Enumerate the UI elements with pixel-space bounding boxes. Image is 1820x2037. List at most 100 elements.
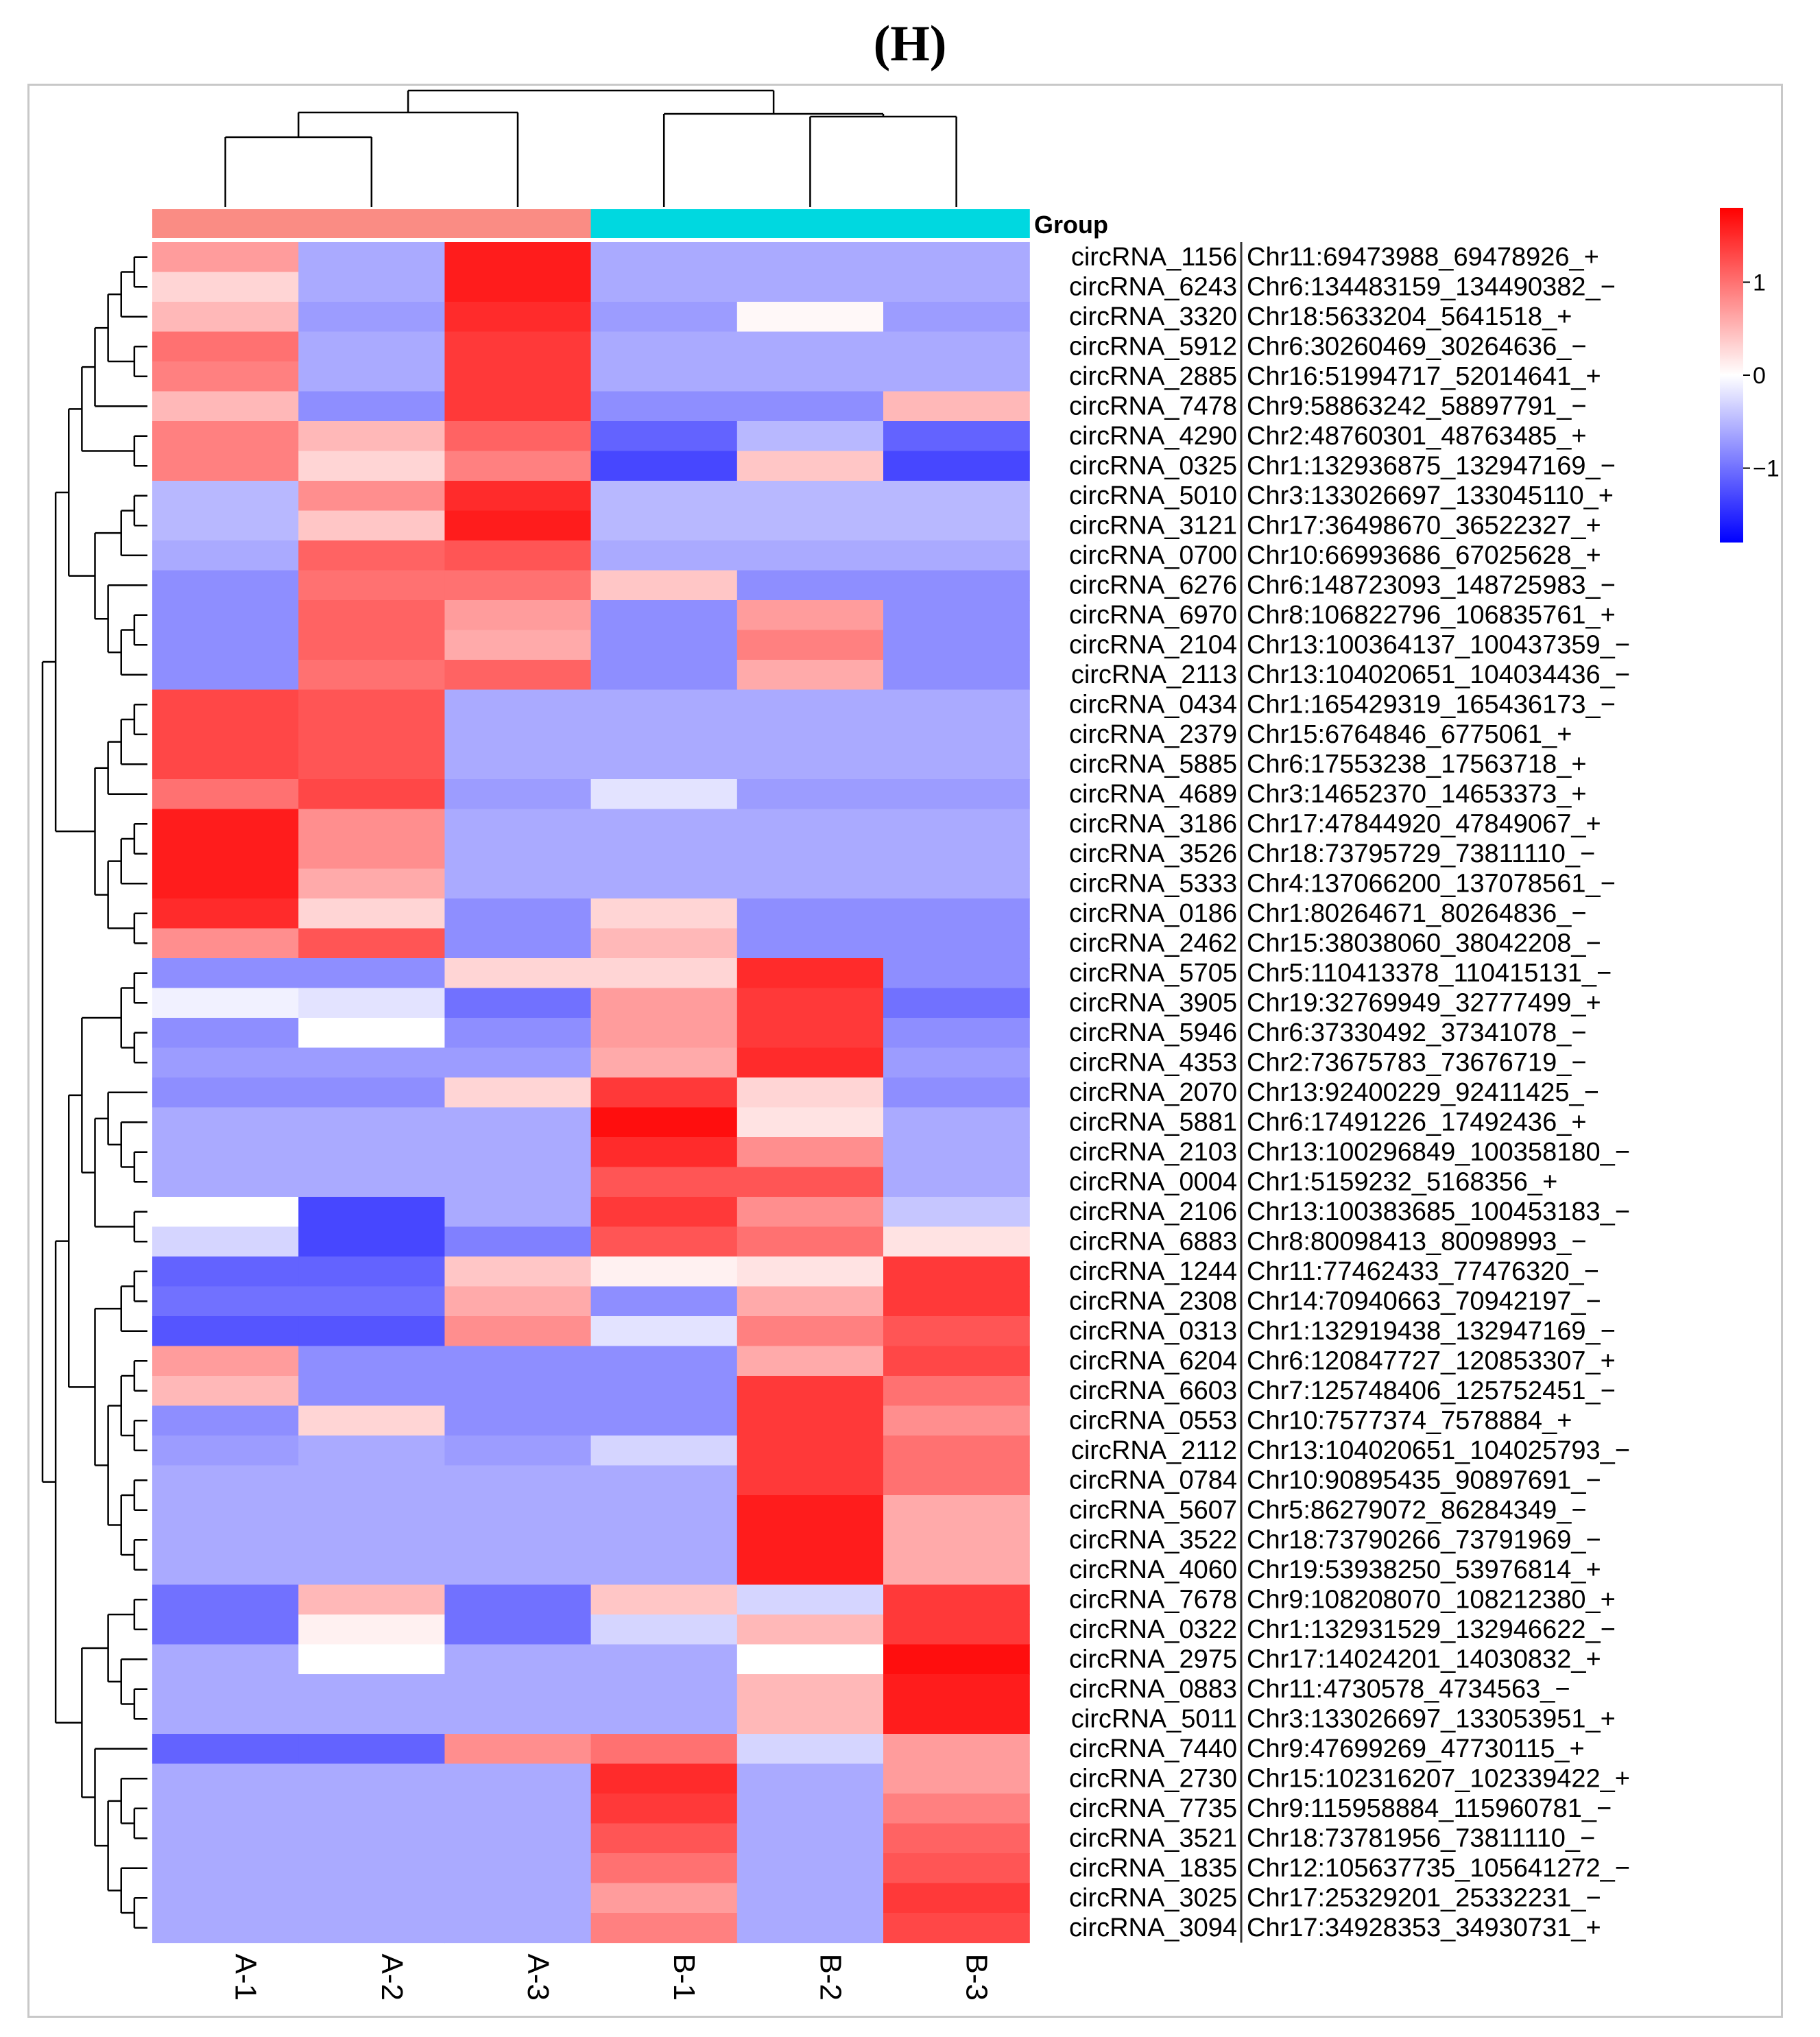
heatmap-cell <box>152 928 299 959</box>
row-label-id: circRNA_0784 <box>1069 1466 1237 1494</box>
row-label-locus: Chr6:37330492_37341078_− <box>1247 1018 1587 1047</box>
heatmap-cell <box>883 928 1030 959</box>
group-bar-cell <box>444 209 592 238</box>
heatmap-cell <box>152 1644 299 1675</box>
row-label-locus: Chr8:106822796_106835761_+ <box>1247 601 1616 630</box>
heatmap-cell <box>590 898 738 929</box>
heatmap-cell <box>152 1405 299 1436</box>
heatmap-cell <box>590 1405 738 1436</box>
row-label-id: circRNA_7440 <box>1069 1735 1237 1763</box>
heatmap-cell <box>444 1853 592 1884</box>
heatmap-cell <box>298 1525 445 1556</box>
heatmap-cell <box>298 1436 445 1466</box>
heatmap-cell <box>883 540 1030 571</box>
row-label-id: circRNA_6883 <box>1069 1227 1237 1256</box>
heatmap-cell <box>298 660 445 691</box>
heatmap-cell <box>590 1913 738 1944</box>
heatmap-cell <box>298 1584 445 1615</box>
heatmap-cell <box>444 1167 592 1198</box>
heatmap-cell <box>883 361 1030 392</box>
heatmap-cell <box>737 660 884 691</box>
heatmap-cell <box>152 600 299 631</box>
row-label-id: circRNA_4689 <box>1069 780 1237 809</box>
heatmap-cell <box>152 1107 299 1138</box>
row-label-id: circRNA_5333 <box>1069 869 1237 898</box>
row-label-id: circRNA_0434 <box>1069 690 1237 719</box>
heatmap-cell <box>298 1734 445 1765</box>
row-label-id: circRNA_2730 <box>1069 1764 1237 1793</box>
row-label-id: circRNA_1156 <box>1071 243 1237 272</box>
heatmap-cell <box>883 421 1030 452</box>
heatmap-cell <box>883 809 1030 839</box>
heatmap-cell <box>298 1644 445 1675</box>
heatmap-cell <box>298 1794 445 1824</box>
row-label-id: circRNA_0004 <box>1069 1167 1237 1196</box>
heatmap-cell <box>444 540 592 571</box>
row-label-id: circRNA_3025 <box>1069 1883 1237 1912</box>
heatmap-cell <box>590 809 738 839</box>
heatmap-cell <box>590 1674 738 1705</box>
heatmap-cell <box>590 1555 738 1586</box>
heatmap-cell <box>444 839 592 870</box>
heatmap-cell <box>444 272 592 302</box>
heatmap-cell <box>444 809 592 839</box>
heatmap-cell <box>152 1197 299 1228</box>
panel-title: (H) <box>873 16 947 72</box>
row-label-id: circRNA_1835 <box>1069 1854 1237 1883</box>
color-scale-ticks: 1 0 −1 <box>1743 270 1780 482</box>
heatmap-cell <box>152 331 299 362</box>
heatmap-cell <box>737 391 884 422</box>
row-label-locus: Chr6:120847727_120853307_+ <box>1247 1346 1616 1375</box>
heatmap-cell <box>152 302 299 333</box>
heatmap-cell <box>883 719 1030 750</box>
heatmap-cell <box>298 1763 445 1794</box>
heatmap-cell <box>737 1137 884 1168</box>
column-dendrogram <box>224 89 957 207</box>
heatmap-cell <box>152 540 299 571</box>
heatmap-cell <box>152 1584 299 1615</box>
heatmap-cell <box>298 988 445 1018</box>
heatmap-cell <box>152 1256 299 1287</box>
heatmap-cell <box>883 779 1030 810</box>
heatmap-cell <box>444 1883 592 1914</box>
heatmap-cell <box>444 1644 592 1675</box>
heatmap-cell <box>298 1226 445 1257</box>
heatmap-cell <box>737 749 884 780</box>
heatmap-cell <box>737 1376 884 1407</box>
heatmap-cell <box>883 1077 1030 1108</box>
heatmap-cell <box>883 868 1030 899</box>
row-label-id: circRNA_3521 <box>1069 1824 1237 1853</box>
heatmap-cell <box>444 1376 592 1407</box>
heatmap-cell <box>152 1734 299 1765</box>
row-label-id: circRNA_2106 <box>1069 1198 1237 1226</box>
heatmap-cell <box>298 1704 445 1735</box>
heatmap-cell <box>883 302 1030 333</box>
heatmap-cell <box>737 1823 884 1854</box>
heatmap-cell <box>298 1405 445 1436</box>
row-label-id: circRNA_5881 <box>1069 1108 1237 1136</box>
heatmap-cell <box>590 1883 738 1914</box>
heatmap-cell <box>737 1018 884 1049</box>
heatmap-cell <box>883 660 1030 691</box>
heatmap-cell <box>298 1077 445 1108</box>
heatmap-cell <box>152 1615 299 1645</box>
group-bar-cell <box>737 209 884 238</box>
heatmap-cell <box>737 1316 884 1347</box>
heatmap-cell <box>737 1465 884 1496</box>
heatmap-cell <box>883 1346 1030 1377</box>
heatmap-cell <box>590 1465 738 1496</box>
heatmap-cell <box>883 451 1030 481</box>
heatmap-cell <box>444 1584 592 1615</box>
heatmap-cell <box>737 302 884 333</box>
heatmap-cell <box>883 1316 1030 1347</box>
heatmap-cell <box>152 839 299 870</box>
heatmap-cell <box>737 1883 884 1914</box>
heatmap-cell <box>444 1734 592 1765</box>
row-label-locus: Chr2:73675783_73676719_− <box>1247 1048 1587 1077</box>
heatmap-cell <box>444 958 592 989</box>
heatmap-cell <box>590 1197 738 1228</box>
row-label-id: circRNA_6204 <box>1069 1346 1237 1375</box>
row-label-locus: Chr18:73781956_73811110_− <box>1247 1824 1595 1853</box>
row-label-id: circRNA_2113 <box>1071 660 1237 689</box>
heatmap-cell <box>444 361 592 392</box>
